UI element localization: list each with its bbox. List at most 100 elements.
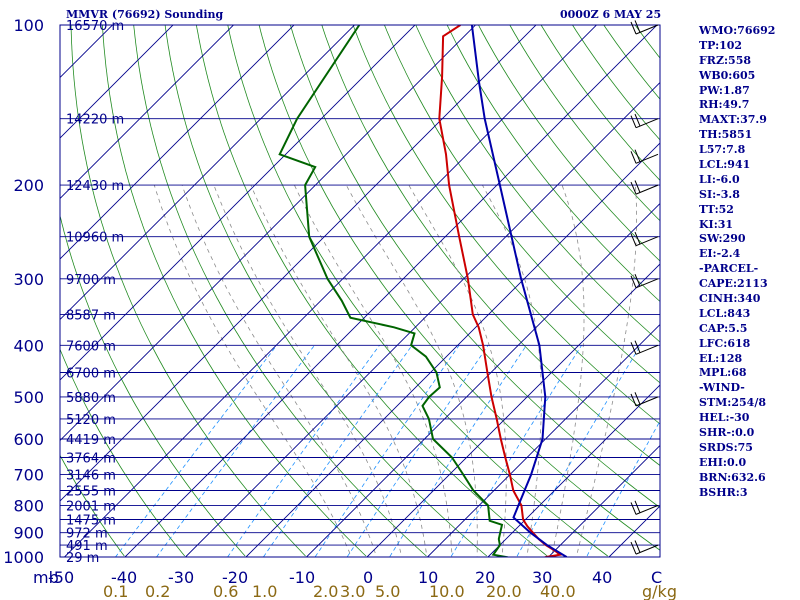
stat-line: L57:7.8 bbox=[699, 143, 746, 157]
mixing-ratio-label: 40.0 bbox=[540, 582, 576, 600]
isotherm bbox=[60, 25, 295, 260]
mixing-ratio-line bbox=[114, 345, 278, 557]
stat-line: LFC:618 bbox=[699, 336, 751, 350]
mixing-ratio-label: 0.6 bbox=[213, 582, 238, 600]
stat-line: LI:-6.0 bbox=[699, 172, 740, 186]
mixing-ratio-label: 10.0 bbox=[429, 582, 465, 600]
stat-line: PW:1.87 bbox=[699, 83, 750, 97]
height-label: 491 m bbox=[66, 539, 108, 554]
wind-barb-flag bbox=[630, 502, 637, 515]
stat-line: CAP:5.5 bbox=[699, 321, 748, 335]
wind-barb-flag bbox=[630, 115, 637, 128]
dry-adiabat bbox=[133, 25, 427, 557]
height-label: 972 m bbox=[66, 527, 108, 542]
pressure-tick-label: 500 bbox=[13, 388, 44, 407]
mixing-ratio-line bbox=[262, 345, 413, 557]
sounding-indices-panel: WMO:76692 TP:102 FRZ:558 WB0:605 PW:1.87 RH:4… bbox=[699, 24, 775, 501]
dry-adiabat bbox=[540, 25, 660, 181]
dry-adiabat bbox=[384, 25, 660, 384]
stat-line: EHI:0.0 bbox=[699, 455, 747, 469]
wind-barb-flag bbox=[630, 541, 637, 555]
mixing-ratio-line bbox=[227, 345, 380, 557]
stat-line: SRDS:75 bbox=[699, 440, 753, 454]
height-label: 3146 m bbox=[66, 469, 116, 484]
dry-adiabat bbox=[478, 25, 660, 262]
parcel-trace bbox=[470, 25, 568, 557]
mixing-ratio-label: g/kg bbox=[642, 582, 677, 600]
isotherm bbox=[60, 25, 174, 139]
wind-barb bbox=[630, 500, 659, 515]
stat-line: LCL:941 bbox=[699, 158, 751, 172]
moist-adiabat bbox=[181, 184, 377, 557]
stat-line: EI:-2.4 bbox=[699, 247, 741, 261]
stat-line: EL:128 bbox=[699, 351, 743, 365]
wind-barb bbox=[630, 540, 659, 555]
isotherm bbox=[427, 323, 660, 557]
mixing-ratio-line bbox=[586, 420, 660, 557]
moist-adiabat bbox=[153, 184, 352, 557]
pressure-tick-label: 200 bbox=[13, 176, 44, 195]
dry-adiabat bbox=[572, 25, 660, 141]
temperature-tick-label: 20 bbox=[475, 568, 495, 587]
wind-barb-flag bbox=[634, 274, 641, 287]
stat-line: -PARCEL- bbox=[699, 262, 759, 276]
dry-adiabat bbox=[792, 25, 800, 556]
temperature-tick-label: -10 bbox=[289, 568, 315, 587]
mixing-ratio-label: 20.0 bbox=[486, 582, 522, 600]
wind-barb bbox=[630, 340, 659, 355]
dry-adiabat bbox=[415, 25, 660, 343]
stat-line: CINH:340 bbox=[699, 292, 761, 306]
wind-barb-flag bbox=[630, 21, 637, 35]
moist-adiabat bbox=[575, 185, 637, 557]
wind-barb bbox=[630, 231, 659, 247]
mixing-ratio-line bbox=[346, 345, 489, 557]
temperature-tick-label: C bbox=[651, 568, 662, 587]
mixing-ratio-label: 5.0 bbox=[375, 582, 400, 600]
wind-barb bbox=[630, 113, 659, 129]
dry-adiabat bbox=[196, 25, 548, 557]
height-label: 1475 m bbox=[66, 513, 116, 528]
stat-line: TT:52 bbox=[699, 202, 734, 216]
wind-barb bbox=[630, 274, 659, 289]
stat-line: LCL:843 bbox=[699, 306, 751, 320]
mixing-ratio-line bbox=[156, 345, 315, 557]
wind-barb-flag bbox=[630, 393, 637, 407]
stat-line: MPL:68 bbox=[699, 366, 747, 380]
isotherm bbox=[548, 444, 660, 557]
stat-line: WMO:76692 bbox=[699, 24, 776, 37]
pressure-tick-label: 400 bbox=[13, 336, 44, 355]
height-label: 2001 m bbox=[66, 499, 116, 514]
wind-barb-flag bbox=[634, 340, 641, 353]
pressure-tick-label: 600 bbox=[13, 430, 44, 449]
stat-line: TH:5851 bbox=[699, 128, 753, 142]
mixing-ratio-line bbox=[450, 345, 582, 557]
dry-adiabat bbox=[227, 25, 608, 557]
height-label: 9700 m bbox=[66, 273, 116, 288]
height-label: 7600 m bbox=[66, 339, 116, 354]
dry-adiabat bbox=[446, 25, 660, 302]
station-title: MMVR (76692) Sounding bbox=[66, 8, 224, 21]
mixing-ratio-label: 2.0 bbox=[313, 582, 338, 600]
pressure-tick-label: 1000 bbox=[3, 548, 44, 567]
dry-adiabat bbox=[70, 25, 306, 557]
stat-line: TP:102 bbox=[699, 38, 743, 52]
wind-barb bbox=[630, 149, 659, 164]
height-label: 29 m bbox=[66, 551, 99, 566]
wind-barb-flag bbox=[630, 181, 637, 195]
wind-barb bbox=[630, 20, 659, 35]
temperature-tick-label: -30 bbox=[168, 568, 194, 587]
dry-adiabat bbox=[258, 25, 660, 551]
moist-adiabat bbox=[250, 184, 428, 557]
pressure-tick-label: 700 bbox=[13, 466, 44, 485]
pressure-tick-label: 300 bbox=[13, 270, 44, 289]
wind-barb-flag bbox=[630, 275, 637, 288]
temperature-tick-label: -20 bbox=[222, 568, 248, 587]
isotherm bbox=[487, 384, 660, 557]
temperature-tick-label: 10 bbox=[418, 568, 438, 587]
height-label: 3764 m bbox=[66, 451, 116, 466]
moist-adiabat bbox=[213, 184, 403, 557]
stat-line: WB0:605 bbox=[699, 68, 756, 82]
mixing-ratio-line bbox=[389, 345, 527, 557]
wind-barb-flag bbox=[634, 540, 641, 553]
